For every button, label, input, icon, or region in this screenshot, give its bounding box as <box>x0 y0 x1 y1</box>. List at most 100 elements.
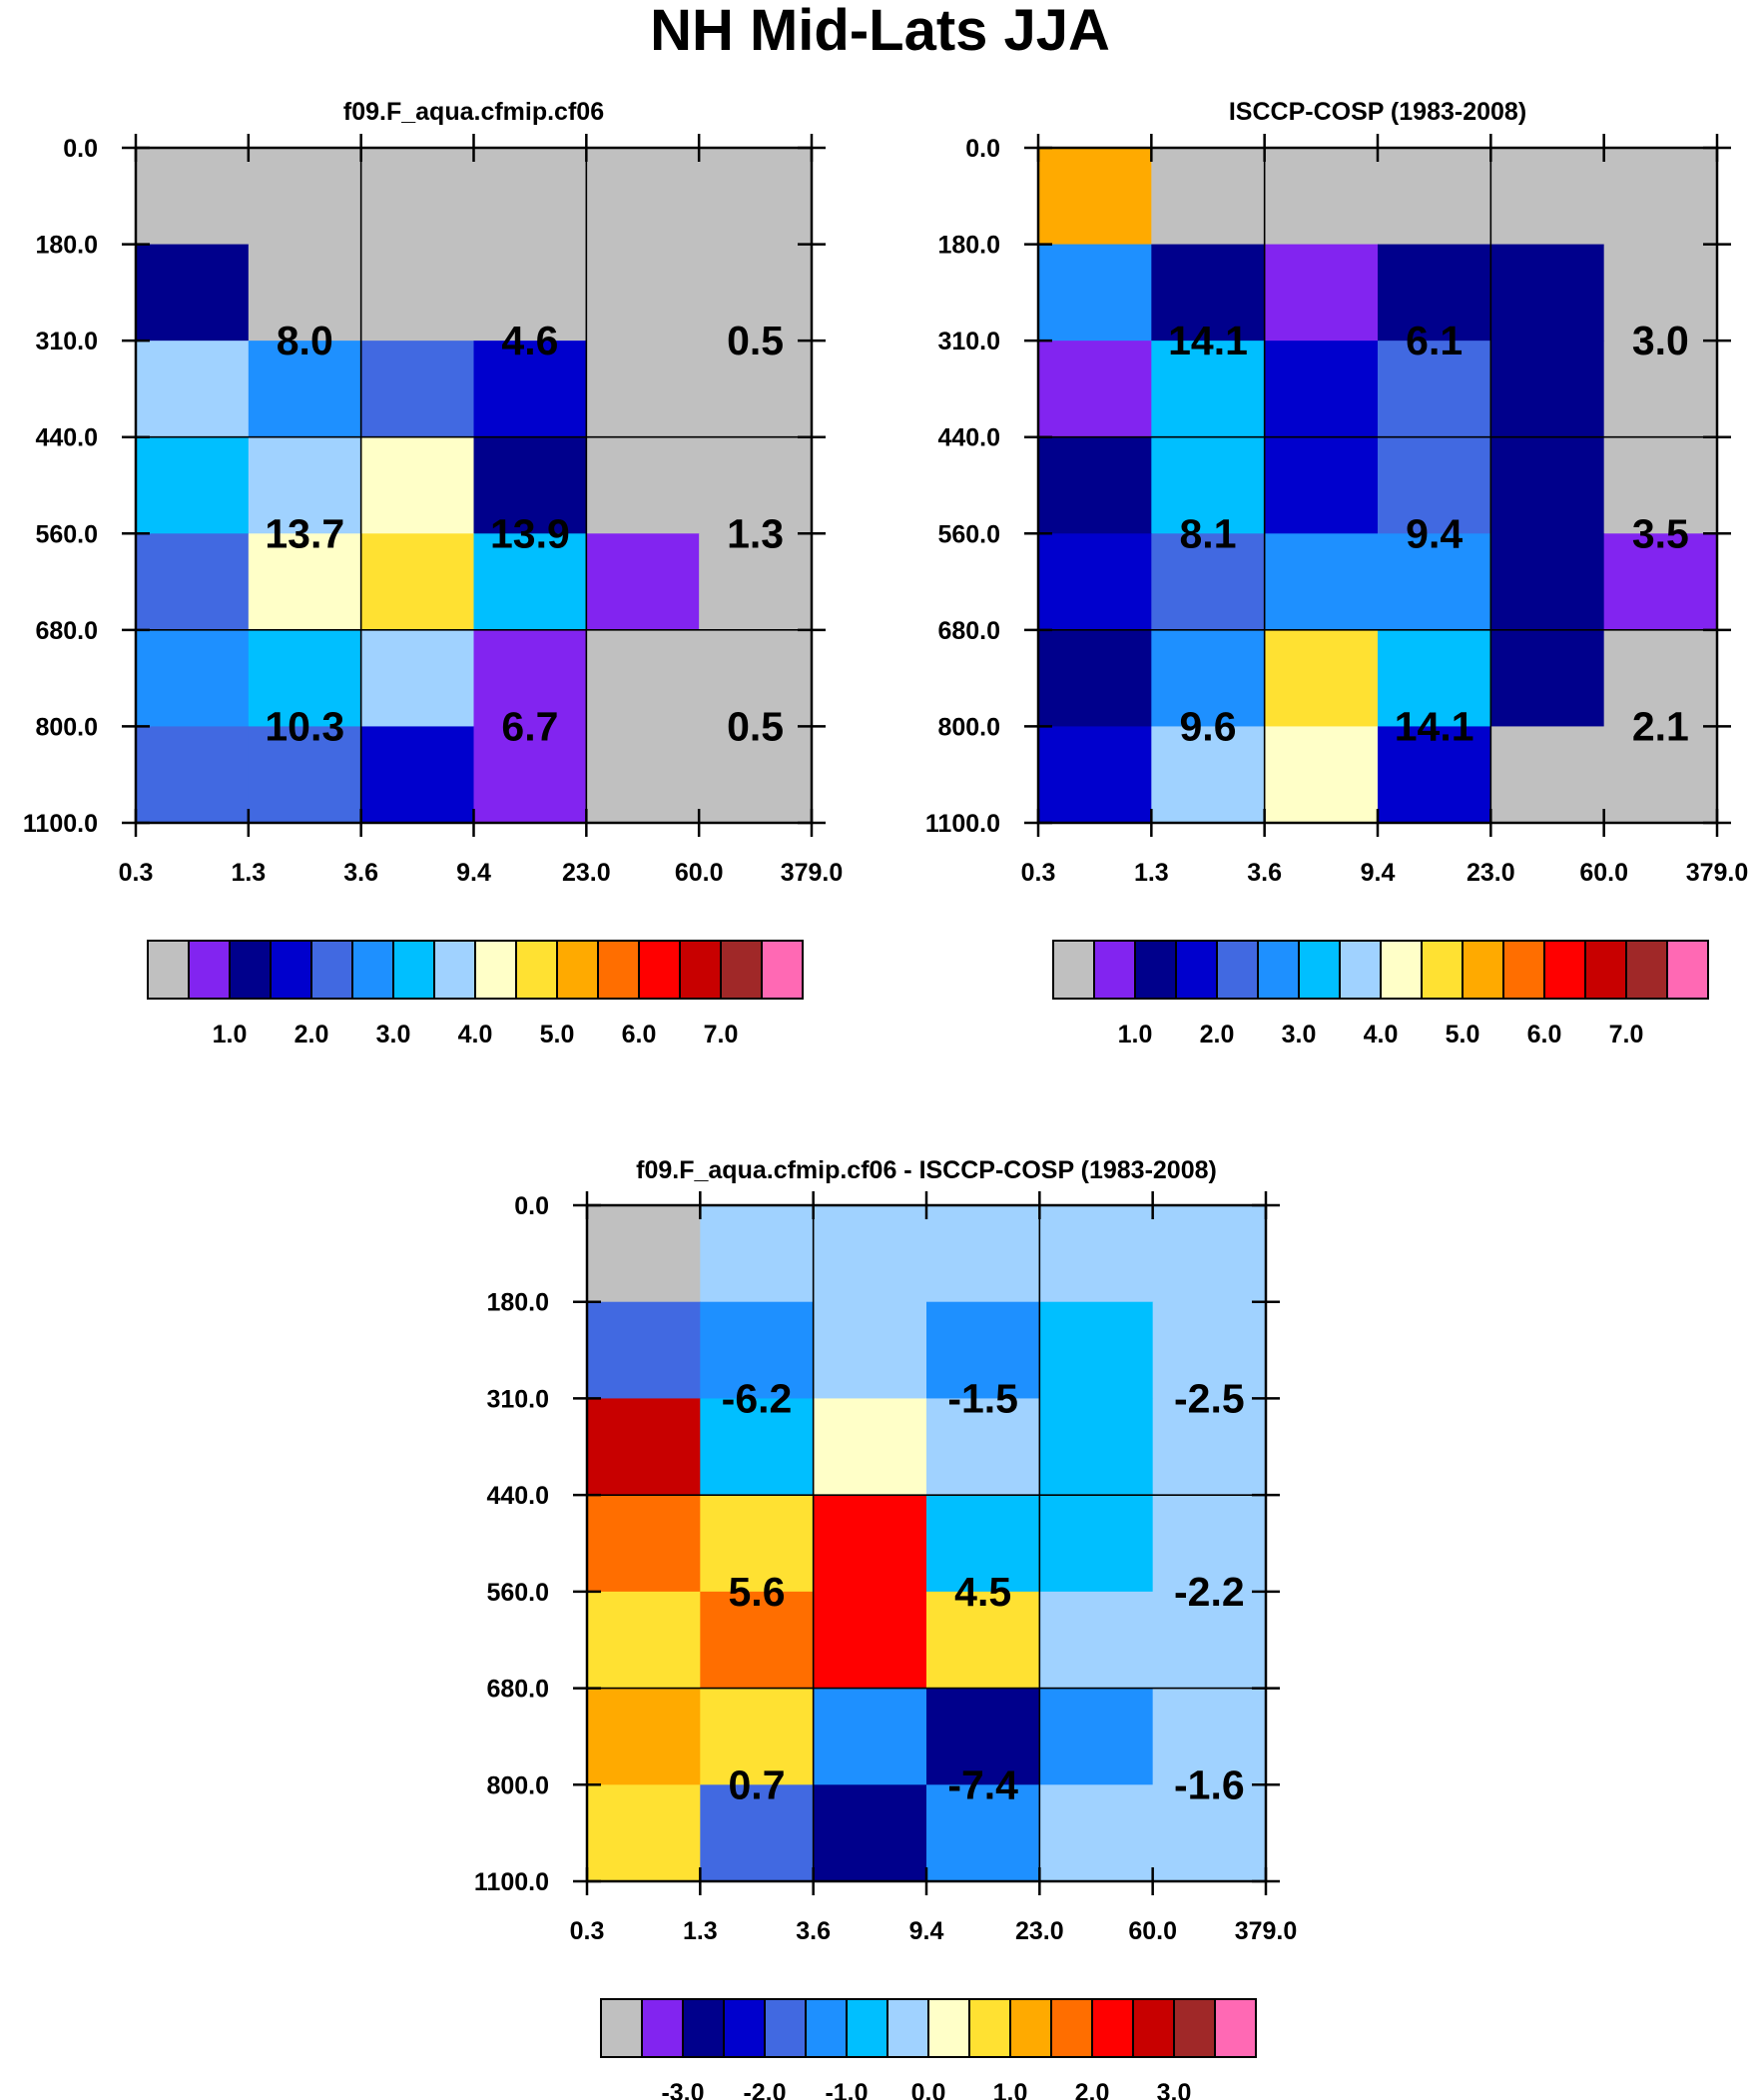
colorbar-swatch <box>641 1998 684 2058</box>
y-tick-label: 680.0 <box>486 1676 549 1704</box>
y-tick-label: 310.0 <box>486 1385 549 1413</box>
colorbar-swatch <box>1173 1998 1216 2058</box>
box-value-label: 14.1 <box>1395 703 1474 749</box>
box-value-label: 5.6 <box>729 1569 786 1615</box>
heatmap-cell <box>1490 436 1605 534</box>
box-value-label: 0.5 <box>727 703 784 749</box>
heatmap-cell <box>1038 148 1152 246</box>
box-value-label: 0.5 <box>727 318 784 363</box>
x-tick-label: 379.0 <box>781 859 844 887</box>
heatmap-cell <box>1264 436 1379 534</box>
heatmap-cell <box>587 1398 701 1496</box>
x-tick-label: 1.3 <box>1134 859 1169 887</box>
heatmap-cell <box>699 629 813 728</box>
heatmap-cell <box>926 1301 1040 1400</box>
colorbar-swatch <box>1462 940 1504 1000</box>
box-value-label: 8.1 <box>1180 510 1237 556</box>
y-tick-label: 800.0 <box>35 713 98 741</box>
colorbar-swatch <box>515 940 558 1000</box>
y-tick-label: 1100.0 <box>925 810 1000 838</box>
heatmap-cell <box>1603 341 1718 438</box>
heatmap-cell <box>1038 436 1152 534</box>
heatmap-cell <box>136 341 250 438</box>
heatmap-cell <box>1378 148 1491 246</box>
colorbar-swatch <box>229 940 272 1000</box>
heatmap-cell <box>1264 148 1379 246</box>
heatmap-cell <box>586 244 700 342</box>
heatmap-cell <box>1378 244 1491 342</box>
box-value-label: 10.3 <box>265 703 344 749</box>
heatmap-cell <box>136 148 250 246</box>
heatmap-cell <box>587 1205 701 1303</box>
x-tick-label: 379.0 <box>1686 859 1749 887</box>
colorbar-swatch <box>556 940 599 1000</box>
box-value-label: 6.1 <box>1406 318 1463 363</box>
heatmap-cell <box>473 436 587 534</box>
heatmap-cell <box>700 1784 815 1882</box>
heatmap-cell <box>926 1205 1040 1303</box>
box-value-label: 6.7 <box>501 703 558 749</box>
heatmap-cell <box>360 629 475 728</box>
heatmap-cell <box>699 341 813 438</box>
heatmap-cell <box>1378 726 1491 824</box>
colorbar-swatch <box>1093 940 1136 1000</box>
heatmap-cell <box>360 341 475 438</box>
colorbar-label: 5.0 <box>540 1021 575 1049</box>
heatmap-cell <box>813 1495 927 1593</box>
heatmap-cell <box>699 148 813 246</box>
colorbar-swatch <box>679 940 722 1000</box>
heatmap-cell <box>1264 726 1379 824</box>
heatmap-cell <box>1603 533 1718 631</box>
colorbar-label: 6.0 <box>1527 1021 1562 1049</box>
heatmap-cell <box>1039 1784 1154 1882</box>
y-tick-label: 440.0 <box>937 424 1000 452</box>
heatmap-cell <box>1151 533 1266 631</box>
colorbar-label: 4.0 <box>1364 1021 1399 1049</box>
colorbar-swatch <box>1050 1998 1093 2058</box>
colorbar-swatch <box>682 1998 725 2058</box>
colorbar-swatch <box>1298 940 1341 1000</box>
x-tick-label: 379.0 <box>1235 1917 1298 1945</box>
heatmap-cell <box>926 1784 1040 1882</box>
colorbar-swatch <box>805 1998 848 2058</box>
colorbar-swatch <box>474 940 517 1000</box>
y-tick-label: 1100.0 <box>474 1868 549 1896</box>
heatmap-cell <box>699 244 813 342</box>
heatmap-cell <box>699 726 813 824</box>
y-tick-label: 440.0 <box>486 1482 549 1510</box>
y-tick-label: 180.0 <box>937 232 1000 260</box>
y-tick-label: 560.0 <box>35 520 98 548</box>
heatmap-cell <box>1603 436 1718 534</box>
box-value-label: -6.2 <box>722 1375 793 1421</box>
heatmap-cell <box>700 1591 815 1690</box>
heatmap-cell <box>248 726 362 824</box>
box-value-label: 3.0 <box>1632 318 1689 363</box>
colorbar-label: 1.0 <box>1118 1021 1153 1049</box>
heatmap-cell <box>1038 629 1152 728</box>
colorbar-swatch <box>1380 940 1423 1000</box>
heatmap-cell <box>587 1784 701 1882</box>
box-value-label: 9.4 <box>1406 510 1463 556</box>
colorbar-label: -1.0 <box>825 2079 868 2100</box>
y-tick-label: 0.0 <box>514 1192 549 1220</box>
colorbar-swatch <box>1339 940 1382 1000</box>
heatmap-cell <box>700 1495 815 1593</box>
heatmap-cell <box>586 436 700 534</box>
y-tick-label: 310.0 <box>937 328 1000 355</box>
panel-observations: ISCCP-COSP (1983-2008) 0.0 180.0 310.0 440.0… <box>925 98 1748 1049</box>
heatmap-cell <box>248 244 362 342</box>
y-tick-label: 800.0 <box>486 1771 549 1799</box>
heatmap-cell <box>1603 726 1718 824</box>
heatmap-cell <box>1264 341 1379 438</box>
heatmap-cell <box>1378 533 1491 631</box>
heatmap-cell <box>1490 148 1605 246</box>
heatmap-cell <box>926 1591 1040 1690</box>
box-value-label: 0.7 <box>729 1761 786 1807</box>
heatmap-cell <box>586 148 700 246</box>
heatmap-cell <box>248 533 362 631</box>
heatmap-cell <box>1151 436 1266 534</box>
heatmap-cell <box>586 341 700 438</box>
heatmap-cell <box>1151 726 1266 824</box>
y-tick-label: 180.0 <box>486 1289 549 1317</box>
